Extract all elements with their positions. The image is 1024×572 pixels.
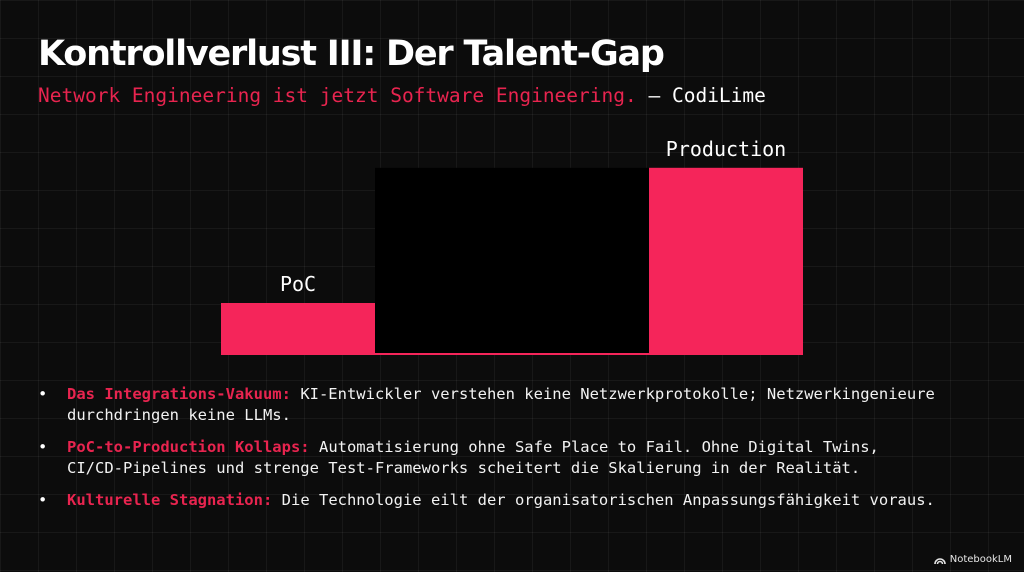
bullet-dot-icon: • — [38, 438, 48, 456]
slide-subtitle: Network Engineering ist jetzt Software E… — [38, 84, 766, 107]
bullet-text-line: CI/CD-Pipelines und strenge Test-Framewo… — [67, 459, 861, 477]
bullet-dot-icon: • — [38, 491, 48, 509]
bullet-item: • Das Integrations-Vakuum: KI-Entwickler… — [38, 384, 998, 426]
bullet-item: • PoC-to-Production Kollaps: Automatisie… — [38, 437, 998, 479]
bar-production — [649, 167, 803, 355]
bullet-text-line: durchdringen keine LLMs. — [67, 406, 291, 424]
bullet-text-line: Die Technologie eilt der organisatorisch… — [281, 491, 935, 509]
bullet-term: PoC-to-Production Kollaps: — [67, 438, 310, 456]
subtitle-source: – CodiLime — [636, 84, 766, 107]
bar-poc — [221, 303, 375, 355]
bullet-term: Kulturelle Stagnation: — [67, 491, 273, 509]
bullet-term: Das Integrations-Vakuum: — [67, 385, 291, 403]
subtitle-quote: Network Engineering ist jetzt Software E… — [38, 84, 637, 107]
gap-shadow — [375, 167, 649, 355]
bar-label-poc: PoC — [280, 272, 316, 296]
bullet-text-line: KI-Entwickler verstehen keine Netzwerkpr… — [300, 385, 935, 403]
bullet-dot-icon: • — [38, 385, 48, 403]
slide-title: Kontrollverlust III: Der Talent-Gap — [38, 34, 665, 74]
gap-baseline — [375, 353, 649, 355]
bullet-text-line: Automatisierung ohne Safe Place to Fail.… — [318, 438, 879, 456]
bullet-list: • Das Integrations-Vakuum: KI-Entwickler… — [38, 384, 998, 522]
bullet-item: • Kulturelle Stagnation: Die Technologie… — [38, 490, 998, 511]
bar-label-production: Production — [666, 137, 786, 161]
notebooklm-logo-icon — [933, 557, 946, 564]
brand-name: NotebookLM — [949, 554, 1012, 565]
brand-watermark: NotebookLM — [933, 554, 1012, 565]
